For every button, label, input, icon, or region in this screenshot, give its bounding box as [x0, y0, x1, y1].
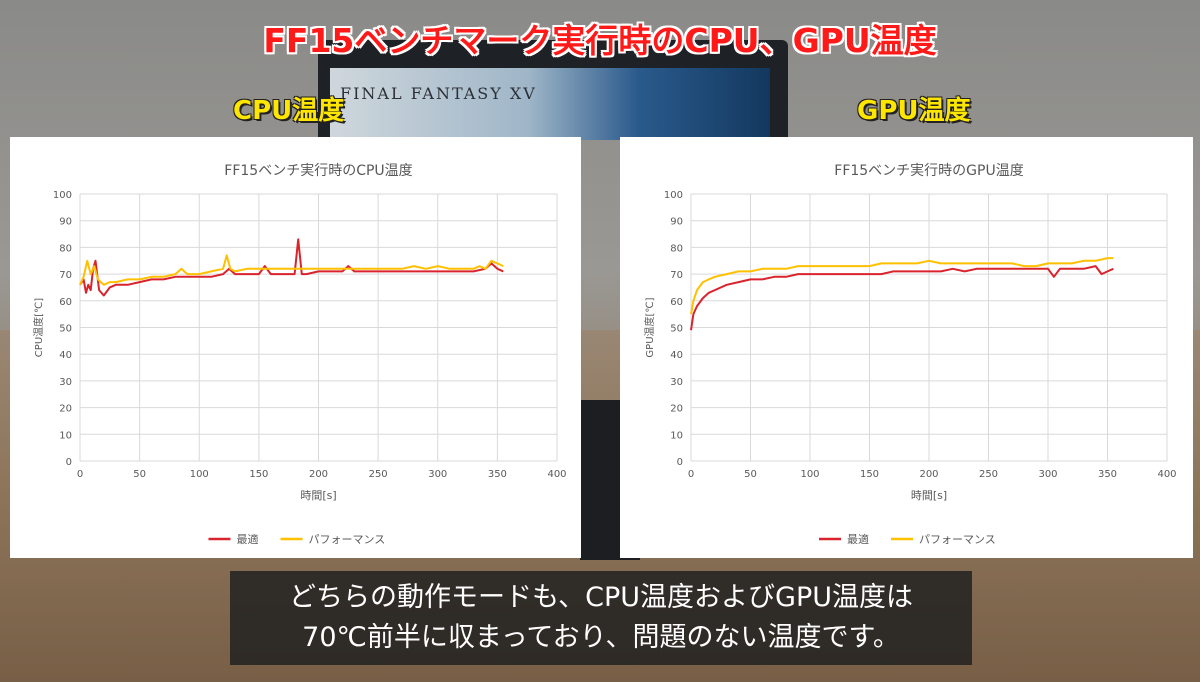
y-axis-label: GPU温度[℃] [643, 297, 656, 357]
legend-label: 最適 [237, 532, 259, 546]
gpu-chart-label: GPU温度 [857, 96, 971, 126]
y-tick-label: 20 [59, 404, 72, 415]
chart-title: FF15ベンチ実行時のGPU温度 [834, 163, 1023, 179]
x-tick-label: 350 [488, 469, 507, 480]
legend-label: パフォーマンス [919, 533, 996, 546]
legend-label: 最適 [847, 532, 869, 546]
x-tick-label: 400 [1157, 469, 1176, 480]
series-line-performance [79, 254, 504, 286]
x-tick-label: 150 [249, 469, 268, 480]
series-line-optimal [690, 265, 1114, 331]
x-tick-label: 250 [369, 469, 388, 480]
y-axis-label: CPU温度[℃] [32, 298, 45, 357]
cpu-chart-svg: FF15ベンチ実行時のCPU温度 0 10 20 30 40 50 60 70 80 90 100 0 5… [32, 163, 567, 546]
x-tick-label: 200 [309, 469, 328, 480]
y-tick-label: 40 [59, 350, 72, 361]
laptop-screen: FINAL FANTASY XV [318, 40, 788, 140]
x-axis-label: 時間[s] [300, 489, 336, 502]
gpu-chart-svg: FF15ベンチ実行時のGPU温度 0 10 20 30 40 50 60 70 80 90 100 0 5… [643, 163, 1177, 546]
y-tick-label: 30 [59, 377, 72, 388]
x-tick-label: 400 [547, 469, 566, 480]
x-tick-label: 100 [190, 469, 209, 480]
y-tick-label: 90 [59, 217, 72, 228]
y-tick-label: 100 [53, 190, 72, 201]
y-tick-label: 80 [670, 243, 683, 254]
x-tick-label: 300 [428, 469, 447, 480]
gpu-temperature-chart: FF15ベンチ実行時のGPU温度 0 10 20 30 40 50 60 70 80 90 100 0 5… [620, 137, 1193, 558]
x-tick-label: 0 [77, 469, 83, 480]
x-tick-label: 150 [860, 469, 879, 480]
page-title: FF15ベンチマーク実行時のCPU、GPU温度 [263, 21, 937, 60]
x-tick-label: 50 [744, 469, 757, 480]
chart-title: FF15ベンチ実行時のCPU温度 [224, 163, 412, 179]
y-tick-label: 10 [59, 430, 72, 441]
y-tick-label: 100 [664, 190, 683, 201]
y-tick-label: 10 [670, 430, 683, 441]
x-tick-label: 250 [979, 469, 998, 480]
x-axis-label: 時間[s] [911, 489, 947, 502]
y-tick-label: 0 [66, 457, 72, 468]
x-tick-label: 200 [919, 469, 938, 480]
y-tick-label: 90 [670, 217, 683, 228]
y-tick-label: 30 [670, 377, 683, 388]
x-tick-label: 350 [1098, 469, 1117, 480]
x-tick-label: 300 [1038, 469, 1057, 480]
legend-label: パフォーマンス [309, 533, 386, 546]
caption-box: どちらの動作モードも、CPU温度およびGPU温度は 70℃前半に収まっており、問… [230, 571, 972, 665]
benchmark-logo: FINAL FANTASY XV [340, 84, 537, 103]
y-tick-label: 50 [670, 324, 683, 335]
series-line-optimal [79, 238, 504, 297]
series-line-performance [690, 257, 1114, 315]
cpu-chart-label: CPU温度 [233, 96, 345, 126]
y-tick-label: 60 [670, 297, 683, 308]
y-tick-label: 80 [59, 243, 72, 254]
x-tick-label: 50 [133, 469, 146, 480]
y-tick-label: 70 [670, 270, 683, 281]
cpu-temperature-chart: FF15ベンチ実行時のCPU温度 0 10 20 30 40 50 60 70 80 90 100 0 5… [10, 137, 581, 558]
caption-line-1: どちらの動作モードも、CPU温度およびGPU温度は [288, 582, 914, 613]
benchmark-screen-image [330, 68, 770, 140]
y-tick-label: 60 [59, 297, 72, 308]
caption-line-2: 70℃前半に収まっており、問題のない温度です。 [302, 622, 900, 653]
y-tick-label: 0 [677, 457, 683, 468]
y-tick-label: 40 [670, 350, 683, 361]
y-tick-label: 70 [59, 270, 72, 281]
x-tick-label: 0 [688, 469, 694, 480]
y-tick-label: 50 [59, 324, 72, 335]
x-tick-label: 100 [800, 469, 819, 480]
y-tick-label: 20 [670, 404, 683, 415]
